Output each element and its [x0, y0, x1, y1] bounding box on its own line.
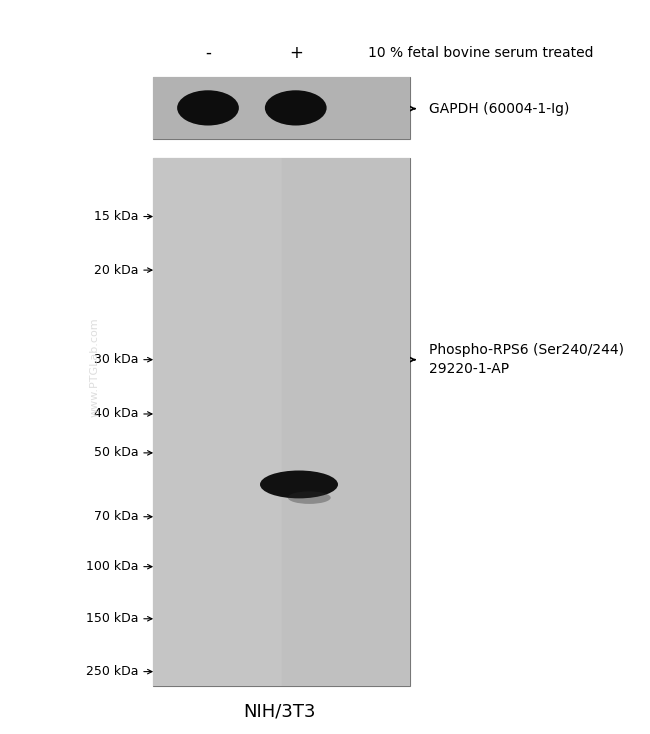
Text: 150 kDa: 150 kDa [86, 612, 138, 625]
Text: 100 kDa: 100 kDa [86, 560, 138, 573]
Text: -: - [205, 44, 211, 62]
Bar [153, 77, 410, 139]
Text: 70 kDa: 70 kDa [94, 510, 138, 523]
Text: 50 kDa: 50 kDa [94, 446, 138, 459]
Bar [153, 158, 410, 686]
Text: Phospho-RPS6 (Ser240/244)
29220-1-AP: Phospho-RPS6 (Ser240/244) 29220-1-AP [429, 344, 624, 376]
Text: 15 kDa: 15 kDa [94, 210, 138, 223]
Text: 30 kDa: 30 kDa [94, 353, 138, 366]
Text: NIH/3T3: NIH/3T3 [243, 703, 316, 721]
Text: www.PTGLab.com: www.PTGLab.com [89, 317, 99, 417]
Text: 10 % fetal bovine serum treated: 10 % fetal bovine serum treated [369, 46, 593, 60]
Text: 20 kDa: 20 kDa [94, 264, 138, 277]
Text: +: + [289, 44, 303, 62]
Text: 40 kDa: 40 kDa [94, 407, 138, 421]
Text: GAPDH (60004-1-Ig): GAPDH (60004-1-Ig) [429, 101, 569, 116]
Text: 250 kDa: 250 kDa [86, 665, 138, 678]
